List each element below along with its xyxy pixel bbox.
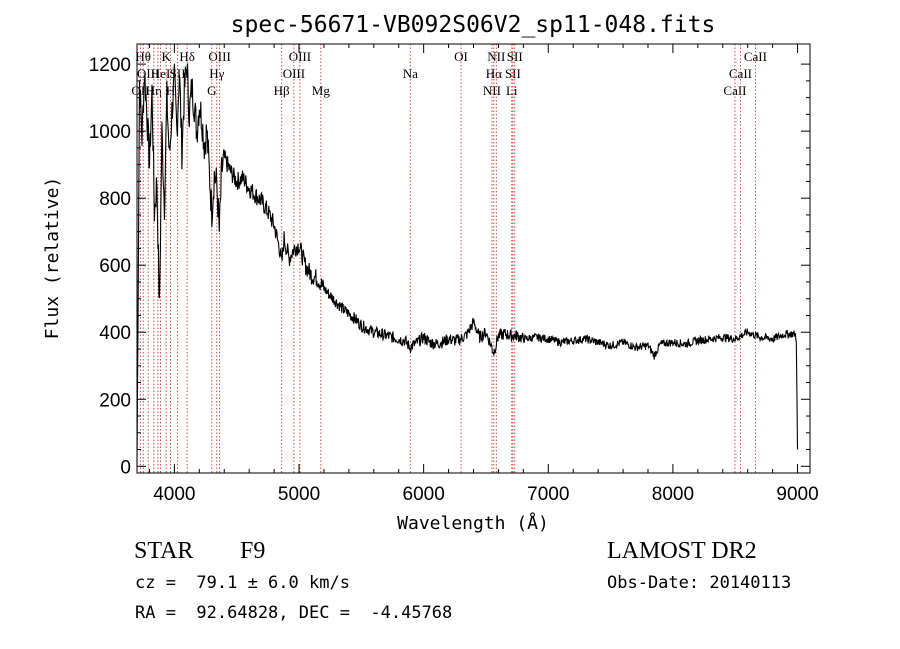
x-axis-label: Wavelength (Å) bbox=[397, 512, 549, 534]
line-label-16: Mg bbox=[312, 83, 331, 98]
line-label-24: SII bbox=[507, 49, 523, 64]
line-label-26: CaII bbox=[729, 66, 752, 81]
survey-name: LAMOST DR2 bbox=[607, 538, 757, 564]
chart-title: spec-56671-VB092S06V2_sp11-048.fits bbox=[231, 12, 716, 38]
emission-line-markers: OIIHθOIIIHηHeIKHSIIHδGHγOIIIHβOIIIOIIIMg… bbox=[131, 44, 767, 473]
line-label-25: CaII bbox=[723, 83, 746, 98]
line-label-18: OI bbox=[454, 49, 468, 64]
sky-coordinates: RA = 92.64828, DEC = -4.45768 bbox=[135, 603, 453, 623]
line-label-22: Li bbox=[506, 83, 518, 98]
line-label-3: Hη bbox=[146, 83, 162, 98]
line-label-11: Hγ bbox=[209, 66, 224, 81]
y-tick-label-4: 800 bbox=[99, 189, 131, 210]
line-label-13: Hβ bbox=[274, 83, 290, 98]
line-label-20: Hα bbox=[486, 66, 502, 81]
y-tick-label-2: 400 bbox=[99, 323, 131, 344]
x-tick-label-3: 7000 bbox=[527, 484, 569, 505]
x-tick-label-5: 9000 bbox=[776, 484, 818, 505]
y-tick-label-0: 0 bbox=[120, 457, 131, 478]
line-label-21: NII bbox=[487, 49, 505, 64]
line-label-9: Hδ bbox=[179, 49, 195, 64]
axes: 4000 5000 6000 7000 8000 9000 0 200 400 600 800 100… bbox=[89, 44, 819, 505]
line-label-17: Na bbox=[403, 66, 418, 81]
line-label-10: G bbox=[207, 83, 216, 98]
line-label-6: K bbox=[161, 49, 171, 64]
line-label-23: SII bbox=[505, 66, 521, 81]
line-label-5: HeI bbox=[151, 66, 171, 81]
line-label-12: OIII bbox=[208, 49, 230, 64]
line-label-8: SII bbox=[170, 66, 186, 81]
observation-date: Obs-Date: 20140113 bbox=[607, 573, 792, 593]
x-tick-label-2: 6000 bbox=[403, 484, 445, 505]
object-class: STAR bbox=[134, 538, 194, 564]
line-label-1: Hθ bbox=[135, 49, 151, 64]
y-tick-label-3: 600 bbox=[99, 256, 131, 277]
line-label-27: CaII bbox=[744, 49, 767, 64]
x-tick-label-0: 4000 bbox=[153, 484, 195, 505]
line-label-15: OIII bbox=[289, 49, 311, 64]
y-axis-label: Flux (relative) bbox=[42, 177, 63, 340]
x-tick-label-1: 5000 bbox=[278, 484, 320, 505]
y-tick-label-1: 200 bbox=[99, 390, 131, 411]
line-label-7: H bbox=[166, 83, 175, 98]
spectrum-series-line bbox=[136, 63, 799, 467]
y-tick-label-5: 1000 bbox=[89, 122, 131, 143]
redshift-value: cz = 79.1 ± 6.0 km/s bbox=[135, 573, 350, 593]
x-tick-label-4: 8000 bbox=[652, 484, 694, 505]
line-label-19: NII bbox=[483, 83, 501, 98]
y-tick-label-6: 1200 bbox=[89, 55, 131, 76]
line-label-14: OIII bbox=[283, 66, 305, 81]
object-subclass: F9 bbox=[240, 538, 266, 564]
plot-frame bbox=[136, 43, 811, 474]
